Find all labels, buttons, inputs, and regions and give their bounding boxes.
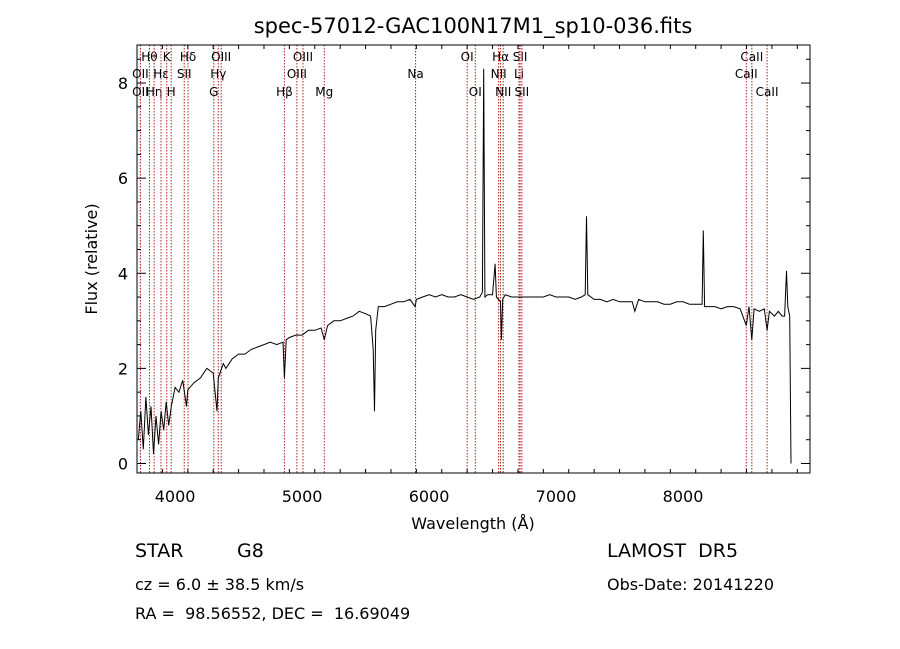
x-tick-label: 7000 xyxy=(536,487,577,506)
emission-line-label: OII xyxy=(132,67,149,81)
x-tick-label: 6000 xyxy=(409,487,450,506)
emission-line-label: OIII xyxy=(293,50,313,64)
emission-line-label: CaII xyxy=(756,85,779,99)
spectrum-line xyxy=(137,68,792,464)
emission-line-label: OI xyxy=(461,50,474,64)
emission-line-label: OII xyxy=(132,85,149,99)
emission-line-label: NII xyxy=(491,67,507,81)
x-tick-label: 8000 xyxy=(663,487,704,506)
y-tick-label: 4 xyxy=(118,264,128,283)
emission-line-label: Hη xyxy=(146,85,163,99)
emission-line-label: OI xyxy=(469,85,482,99)
redshift-text: cz = 6.0 ± 38.5 km/s xyxy=(135,575,305,594)
emission-line-label: Hθ xyxy=(141,50,157,64)
x-axis: 4000 5000 6000 7000 8000 xyxy=(136,45,798,506)
emission-line-label: Hδ xyxy=(180,50,196,64)
emission-line-label: Na xyxy=(407,67,423,81)
emission-line-label: SII xyxy=(515,85,530,99)
emission-line-label: SII xyxy=(177,67,192,81)
x-tick-label: 4000 xyxy=(155,487,196,506)
object-subclass: G8 xyxy=(237,540,264,562)
emission-line-label: Hε xyxy=(153,67,169,81)
emission-line-label: OIII xyxy=(211,50,231,64)
y-axis: 0 2 4 6 8 xyxy=(118,58,810,473)
emission-line-label: OIII xyxy=(287,67,307,81)
x-axis-label: Wavelength (Å) xyxy=(411,514,534,533)
emission-line-label: Hβ xyxy=(276,85,293,99)
y-tick-label: 0 xyxy=(118,454,128,473)
obs-date-text: Obs-Date: 20141220 xyxy=(607,575,775,594)
emission-line-label: Li xyxy=(514,67,524,81)
emission-line-label: CaII xyxy=(740,50,763,64)
x-tick-label: 5000 xyxy=(282,487,323,506)
emission-line-label: H xyxy=(167,85,176,99)
coordinates-text: RA = 98.56552, DEC = 16.69049 xyxy=(135,604,411,623)
survey-label: LAMOST DR5 xyxy=(607,540,739,562)
y-tick-label: 2 xyxy=(118,359,128,378)
y-tick-label: 8 xyxy=(118,74,128,93)
emission-line-label: Hγ xyxy=(210,67,226,81)
emission-line-label: CaII xyxy=(735,67,758,81)
emission-line-label: K xyxy=(163,50,172,64)
y-axis-label: Flux (relative) xyxy=(82,203,101,314)
plot-frame xyxy=(136,44,811,474)
emission-line-label: G xyxy=(209,85,218,99)
object-class: STAR xyxy=(135,540,184,562)
emission-line-label: Hα xyxy=(492,50,509,64)
emission-line-label: NII xyxy=(495,85,511,99)
chart-title: spec-57012-GAC100N17M1_sp10-036.fits xyxy=(254,14,693,39)
emission-line-label: Mg xyxy=(315,85,333,99)
emission-line-label: SII xyxy=(513,50,528,64)
y-tick-label: 6 xyxy=(118,169,128,188)
